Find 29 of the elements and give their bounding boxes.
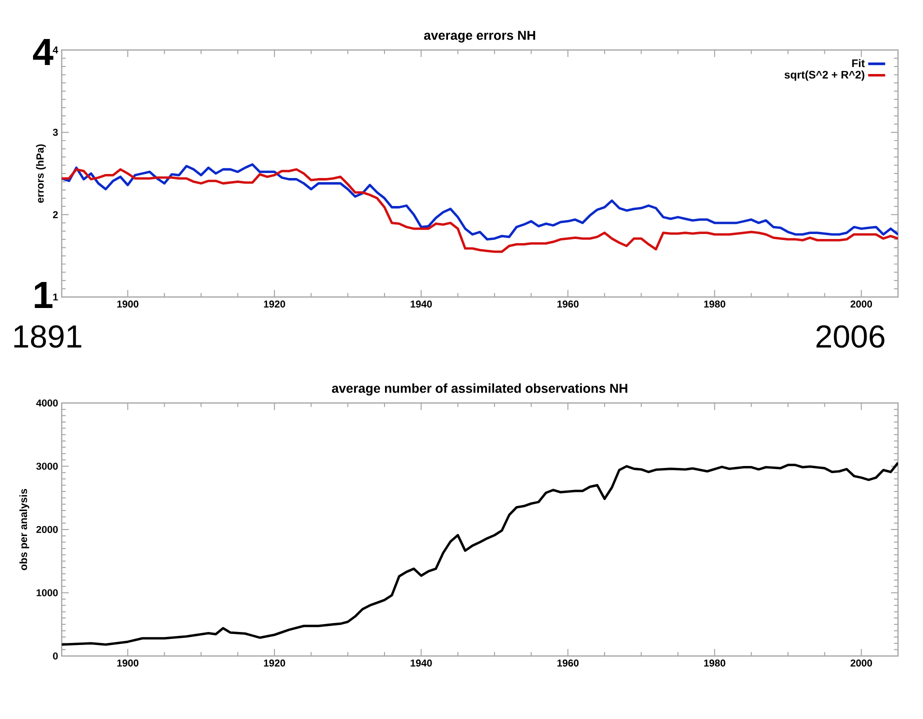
x-tick-label: 1980 xyxy=(704,660,726,667)
y-tick-label: 4 xyxy=(52,46,58,54)
chart-title: average errors NH xyxy=(424,30,536,42)
y-tick-label: 2000 xyxy=(36,526,58,534)
x-tick-label: 1940 xyxy=(410,660,432,667)
x-tick-label: 1900 xyxy=(117,660,138,667)
x-tick-label: 1980 xyxy=(704,300,726,308)
x-tick-label: 1960 xyxy=(557,660,579,667)
y-tick-label: 3000 xyxy=(36,462,58,470)
legend-label: sqrt(S^2 + R^2) xyxy=(784,70,864,81)
legend-label: Fit xyxy=(852,59,865,68)
y-tick-label: 1 xyxy=(53,294,58,300)
x-tick-label: 2000 xyxy=(850,660,872,667)
y-tick-label: 2 xyxy=(52,211,58,218)
x-tick-label: 1900 xyxy=(117,300,138,308)
y-tick-label: 4000 xyxy=(36,399,58,407)
x-tick-label: 1940 xyxy=(410,300,432,308)
y-axis-title: obs per analysis xyxy=(19,488,30,570)
text: 1891 xyxy=(14,325,82,348)
chart-title: average number of assimilated observations NH xyxy=(332,383,628,396)
x-tick-label: 1960 xyxy=(557,300,579,308)
x-tick-label: 1920 xyxy=(264,660,286,667)
y-axis-title: errors (hPa) xyxy=(36,144,46,203)
text: 2006 xyxy=(816,325,884,348)
x-tick-label: 1920 xyxy=(264,300,286,308)
y-tick-label: 3 xyxy=(52,128,58,136)
y-tick-label: 1000 xyxy=(36,589,58,596)
x-tick-label: 2000 xyxy=(850,300,872,308)
y-tick-label: 0 xyxy=(53,652,58,660)
